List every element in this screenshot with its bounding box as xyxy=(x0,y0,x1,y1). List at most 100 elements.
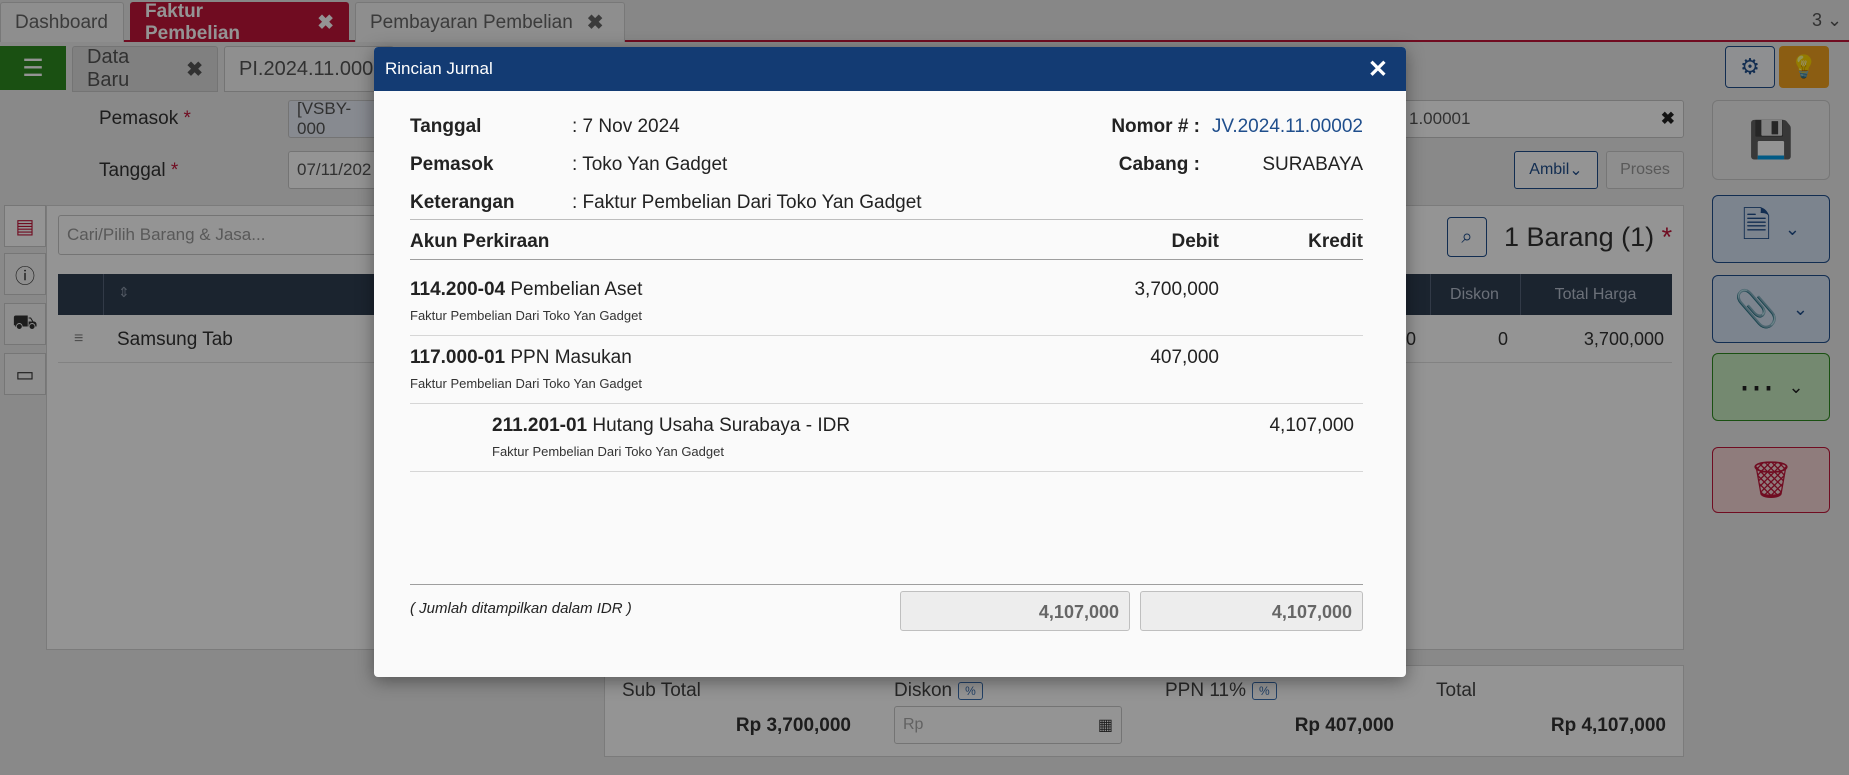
percent-toggle[interactable]: % xyxy=(1251,681,1277,700)
clear-icon[interactable]: ✖ xyxy=(1660,109,1675,128)
cabang-label: Cabang : xyxy=(1118,154,1200,175)
chevron-down-icon: ⌄ xyxy=(1788,376,1804,397)
settings-button[interactable]: ⚙ xyxy=(1725,46,1775,88)
menu-list-button[interactable]: ☰ xyxy=(0,46,66,90)
document-tab-icon[interactable]: ▤ xyxy=(4,205,46,247)
entry-debit: 407,000 xyxy=(1150,347,1219,368)
chevron-down-icon: ⌄ xyxy=(1792,298,1808,319)
summary-panel xyxy=(604,665,1684,757)
entry-description: Faktur Pembelian Dari Toko Yan Gadget xyxy=(492,444,724,459)
header-total-harga: Total Harga xyxy=(1520,274,1670,315)
drag-handle-icon[interactable]: ≡ xyxy=(74,330,84,347)
divider xyxy=(410,259,1363,260)
item-search-input[interactable]: Cari/Pilih Barang & Jasa... xyxy=(58,215,398,255)
subtotal-value: Rp 3,700,000 xyxy=(735,715,851,736)
diskon-summary-label: Diskon% xyxy=(894,680,983,702)
nomor-link[interactable]: JV.2024.11.00002 xyxy=(1211,116,1363,137)
ellipsis-icon: ⋯ xyxy=(1738,366,1775,407)
cabang-value: SURABAYA xyxy=(1262,154,1363,175)
search-button[interactable]: ⌕ xyxy=(1447,217,1487,257)
close-icon[interactable]: ✕ xyxy=(1367,56,1388,83)
tab-label: Pembayaran Pembelian xyxy=(370,11,573,33)
col-akun-perkiraan: Akun Perkiraan xyxy=(410,231,550,252)
pemasok-label: Pemasok * xyxy=(99,108,191,129)
tab-label: Faktur Pembelian xyxy=(145,0,241,44)
gear-icon: ⚙ xyxy=(1740,54,1760,79)
pemasok-input[interactable]: [VSBY-000 xyxy=(288,99,388,138)
entry-kredit: 4,107,000 xyxy=(1269,415,1354,436)
entry-account: 114.200-04 Pembelian Aset xyxy=(410,279,643,300)
paperclip-icon: 📎 xyxy=(1734,288,1779,329)
info-icon[interactable]: ⓘ xyxy=(4,253,46,295)
tanggal-value: : 7 Nov 2024 xyxy=(572,116,680,137)
ppn-value: Rp 407,000 xyxy=(1294,715,1394,736)
save-button[interactable]: 💾 xyxy=(1712,100,1830,180)
calculator-icon[interactable]: ▦ xyxy=(1097,717,1113,734)
proses-button[interactable]: Proses xyxy=(1606,151,1684,189)
ambil-button[interactable]: Ambil ⌄ xyxy=(1514,151,1598,189)
diskon-input[interactable]: Rp ▦ xyxy=(894,706,1122,744)
col-kredit: Kredit xyxy=(1308,231,1363,252)
delete-button[interactable]: 🗑 xyxy=(1712,447,1830,513)
trash-icon: 🗑 xyxy=(1748,459,1794,500)
divider xyxy=(410,584,1363,585)
keterangan-label: Keterangan xyxy=(410,192,515,213)
currency-note: ( Jumlah ditampilkan dalam IDR ) xyxy=(410,600,632,617)
tanggal-label: Tanggal xyxy=(410,116,482,137)
item-count: 1 Barang (1) * xyxy=(1504,222,1673,252)
item-total: 3,700,000 xyxy=(1583,329,1664,349)
sort-icon[interactable]: ⇕ xyxy=(118,284,130,300)
tab-label: Dashboard xyxy=(15,11,108,33)
tab-faktur-pembelian[interactable]: Faktur Pembelian ✖ xyxy=(130,0,349,44)
total-debit-field: 4,107,000 xyxy=(900,591,1130,631)
attachment-button[interactable]: 📎 ⌄ xyxy=(1712,275,1830,343)
col-debit: Debit xyxy=(1171,231,1220,252)
tab-count[interactable]: 3 ⌄ xyxy=(1812,10,1843,30)
subtab-label: PI.2024.11.0000 xyxy=(239,57,385,80)
total-value: Rp 4,107,000 xyxy=(1550,715,1666,736)
divider xyxy=(410,335,1363,336)
entry-description: Faktur Pembelian Dari Toko Yan Gadget xyxy=(410,376,642,391)
floppy-icon: 💾 xyxy=(1748,119,1794,160)
tab-pembayaran-pembelian[interactable]: Pembayaran Pembelian ✖ xyxy=(355,2,625,42)
modal-title: Rincian Jurnal xyxy=(385,59,493,78)
search-icon: ⌕ xyxy=(1461,225,1473,248)
tips-button[interactable]: 💡 xyxy=(1779,46,1829,88)
header-diskon: Diskon xyxy=(1430,274,1518,315)
more-options-button[interactable]: ⋯ ⌄ xyxy=(1712,353,1830,421)
close-icon[interactable]: ✖ xyxy=(186,58,203,81)
ppn-label: PPN 11%% xyxy=(1165,680,1277,702)
tab-dashboard[interactable]: Dashboard xyxy=(0,2,124,42)
divider xyxy=(410,471,1363,472)
close-icon[interactable]: ✖ xyxy=(586,12,604,34)
reference-input[interactable]: 1.00001 ✖ xyxy=(1400,100,1684,138)
nomor-label: Nomor # : xyxy=(1111,116,1200,137)
document-icon: 🗎 xyxy=(1741,203,1771,245)
document-menu-button[interactable]: 🗎 ⌄ xyxy=(1712,195,1830,263)
subtab-data-baru[interactable]: Data Baru ✖ xyxy=(72,46,218,92)
modal-header: Rincian Jurnal xyxy=(374,47,1406,91)
pemasok-label: Pemasok xyxy=(410,154,494,175)
entry-account: 117.000-01 PPN Masukan xyxy=(410,347,632,368)
divider xyxy=(410,403,1363,404)
subtab-label: Data Baru xyxy=(87,46,130,91)
journal-detail-modal: Rincian Jurnal ✕ Tanggal : 7 Nov 2024 Pe… xyxy=(374,47,1406,677)
percent-toggle[interactable]: % xyxy=(958,681,983,700)
shipping-icon[interactable]: ⛟ xyxy=(4,303,46,345)
keterangan-value: : Faktur Pembelian Dari Toko Yan Gadget xyxy=(572,192,922,213)
entry-debit: 3,700,000 xyxy=(1134,279,1219,300)
total-kredit-field: 4,107,000 xyxy=(1140,591,1363,631)
item-diskon: 0 xyxy=(1498,329,1509,349)
subtotal-label: Sub Total xyxy=(622,680,701,701)
pemasok-value: : Toko Yan Gadget xyxy=(572,154,728,175)
card-icon[interactable]: ▭ xyxy=(4,353,46,395)
close-icon[interactable]: ✖ xyxy=(317,12,334,34)
lightbulb-icon: 💡 xyxy=(1790,54,1818,79)
list-icon: ☰ xyxy=(22,54,44,82)
entry-description: Faktur Pembelian Dari Toko Yan Gadget xyxy=(410,308,642,323)
entry-account: 211.201-01 Hutang Usaha Surabaya - IDR xyxy=(492,415,851,436)
header-divider xyxy=(103,274,104,315)
tanggal-label: Tanggal * xyxy=(99,160,179,181)
chevron-down-icon: ⌄ xyxy=(1784,218,1801,239)
total-label: Total xyxy=(1436,680,1477,701)
